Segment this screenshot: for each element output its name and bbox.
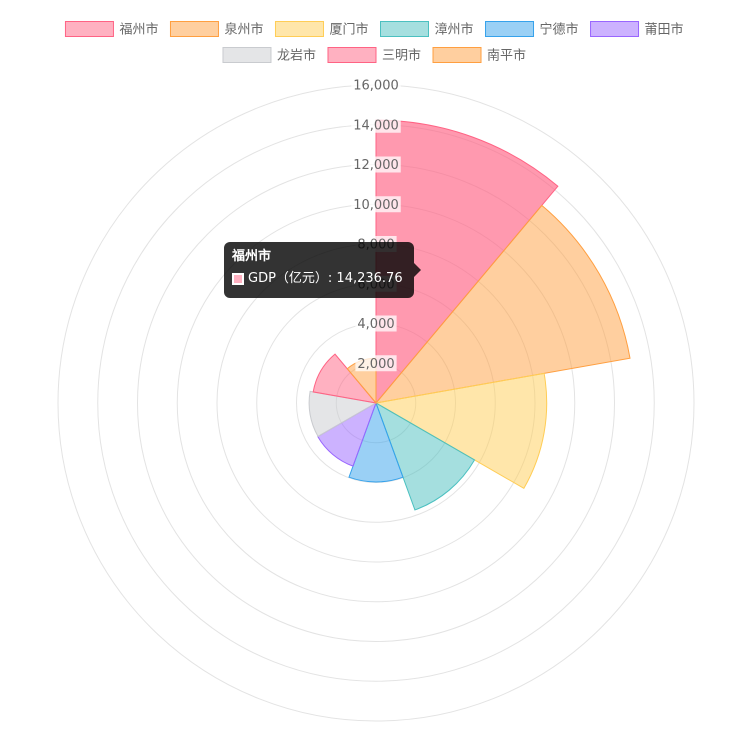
legend-swatch[interactable] — [64, 21, 114, 37]
tick-backdrop — [351, 116, 401, 133]
slice-3[interactable] — [374, 372, 548, 490]
tick-label: 4,000 — [357, 317, 394, 332]
legend-label[interactable]: 漳州市 — [435, 22, 474, 38]
tick-backdrop — [351, 156, 401, 173]
tick-backdrop — [355, 355, 397, 372]
legend-label[interactable]: 莆田市 — [645, 22, 684, 38]
tooltip-swatch — [232, 273, 244, 285]
legend-label[interactable]: 三明市 — [382, 48, 421, 64]
legend-swatch[interactable] — [222, 47, 272, 63]
tick-backdrop — [351, 77, 401, 93]
legend-swatch[interactable] — [590, 21, 640, 37]
slice-8[interactable] — [312, 353, 378, 404]
slice-4[interactable] — [375, 401, 476, 511]
legend-label[interactable]: 泉州市 — [224, 22, 263, 38]
tick-label: 14,000 — [353, 118, 399, 133]
tick-backdrop — [351, 196, 401, 213]
tooltip-label: GDP（亿元）: 14,236.76 — [248, 271, 403, 286]
tooltip: 福州市 GDP（亿元）: 14,236.76 — [224, 242, 421, 298]
legend-swatch[interactable] — [380, 21, 429, 37]
tick-label: 10,000 — [353, 198, 399, 213]
legend-label[interactable]: 龙岩市 — [277, 48, 316, 64]
slice-2[interactable] — [374, 204, 631, 404]
tick-label: 16,000 — [353, 79, 399, 94]
legend-label[interactable]: 宁德市 — [540, 22, 579, 38]
legend-label[interactable]: 厦门市 — [329, 22, 368, 38]
tooltip-row: GDP（亿元）: 14,236.76 — [232, 271, 406, 287]
legend-swatch[interactable] — [327, 47, 377, 63]
legend-label[interactable]: 福州市 — [119, 22, 158, 38]
slice-5[interactable] — [348, 401, 404, 483]
tooltip-title: 福州市 — [232, 249, 272, 264]
legend-swatch[interactable] — [485, 21, 535, 37]
slice-7[interactable] — [308, 390, 378, 438]
slices — [308, 119, 631, 511]
tick-label: 2,000 — [357, 357, 394, 372]
legend-label[interactable]: 南平市 — [487, 48, 526, 64]
legend-swatch[interactable] — [274, 21, 324, 37]
tick-backdrop — [355, 315, 397, 332]
legend-swatch[interactable] — [432, 47, 482, 63]
tick-label: 12,000 — [353, 158, 399, 173]
legend-swatch[interactable] — [169, 21, 219, 37]
